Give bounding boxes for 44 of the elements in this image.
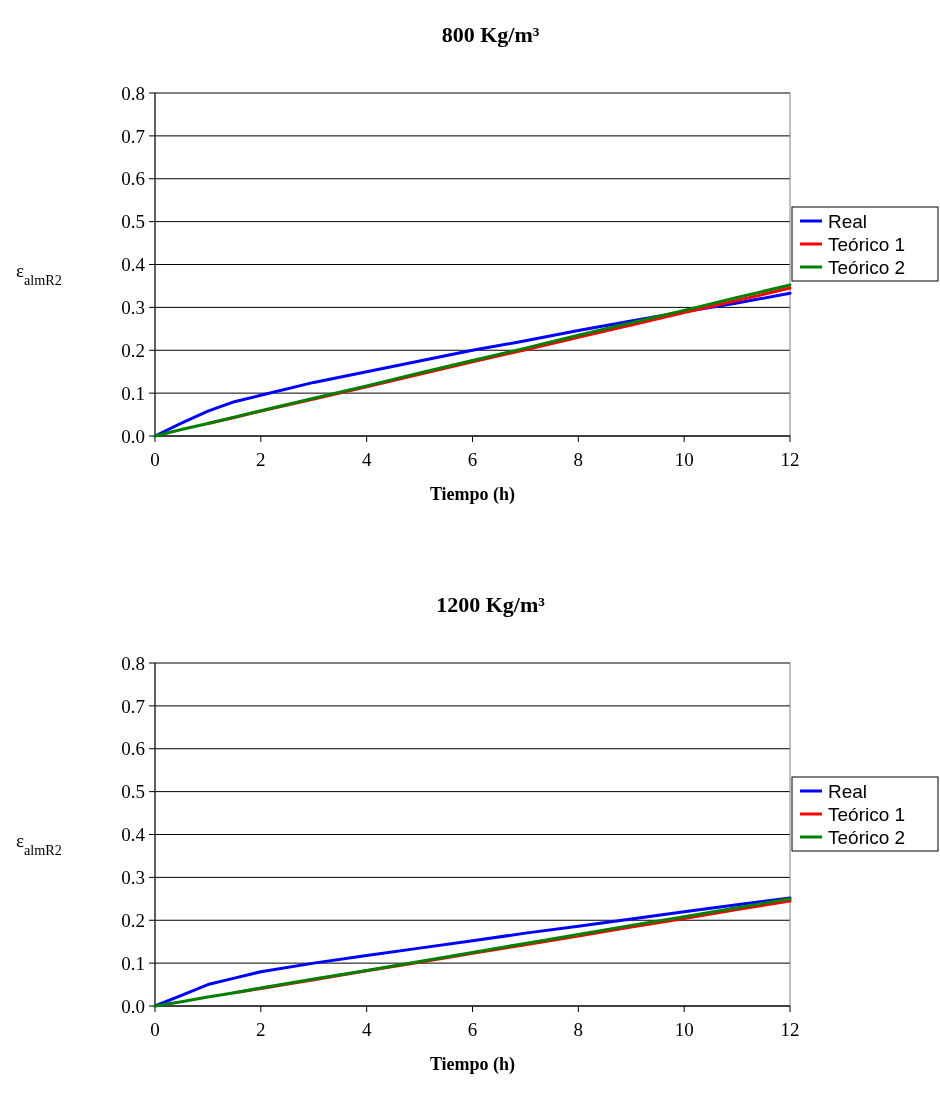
legend-label: Teórico 1 [828,803,906,825]
y-tick-label: 0.7 [121,125,145,147]
y-tick-label: 0.5 [121,211,145,233]
x-tick-label: 0 [150,449,160,470]
y-tick-label: 0.2 [121,909,145,931]
legend-label: Real [828,780,868,802]
x-tick-label: 0 [150,1019,160,1040]
legend-label: Teórico 1 [828,233,906,255]
x-tick-label: 2 [256,1019,266,1040]
y-tick-label: 0.1 [121,382,145,404]
x-axis-title: Tiempo (h) [429,1054,516,1075]
y-axis-title: ε$_{almR2}$ [16,260,62,288]
y-tick-label: 0.7 [121,695,145,717]
y-tick-label: 0.1 [121,952,145,974]
x-tick-label: 4 [361,1019,372,1040]
x-tick-label: 12 [780,1019,800,1040]
chart-title: 1200 Kg/m³ [436,592,546,617]
legend-label: Real [828,210,868,232]
x-tick-label: 6 [467,449,478,470]
x-tick-label: 4 [361,449,372,470]
legend-label: Teórico 2 [828,826,906,848]
x-tick-label: 10 [674,1019,694,1040]
x-axis-title: Tiempo (h) [429,484,516,505]
legend-label: Teórico 2 [828,256,906,278]
y-tick-label: 0.2 [121,339,145,361]
x-tick-label: 2 [256,449,266,470]
y-tick-label: 0.8 [121,82,145,104]
y-tick-label: 0.3 [121,867,145,889]
y-axis-title: ε$_{almR2}$ [16,830,62,858]
y-tick-label: 0.4 [121,254,146,276]
y-tick-label: 0.0 [121,995,145,1017]
x-tick-label: 6 [467,1019,478,1040]
x-tick-label: 8 [573,449,584,470]
x-tick-label: 12 [780,449,800,470]
x-tick-label: 10 [674,449,694,470]
x-tick-label: 8 [573,1019,584,1040]
y-tick-label: 0.6 [121,168,145,190]
y-tick-label: 0.3 [121,297,145,319]
y-tick-label: 0.4 [121,824,146,846]
y-tick-label: 0.0 [121,425,145,447]
y-tick-label: 0.6 [121,738,145,760]
chart-title: 800 Kg/m³ [441,22,540,47]
y-tick-label: 0.5 [121,781,145,803]
y-tick-label: 0.8 [121,652,145,674]
